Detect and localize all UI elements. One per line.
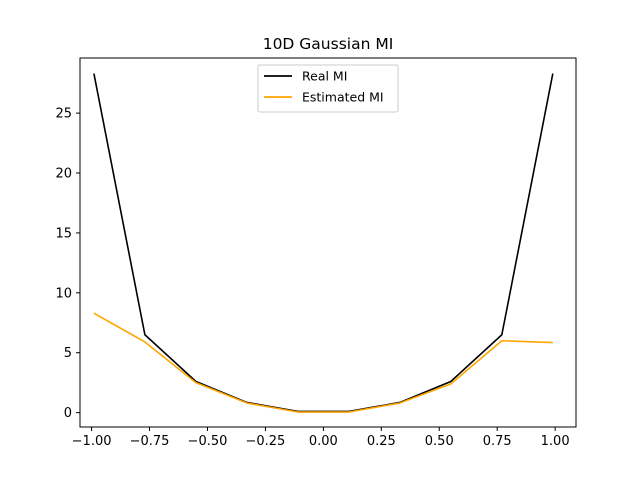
x-tick-label: −1.00	[72, 434, 112, 449]
y-tick-label: 25	[55, 107, 72, 122]
plot-lines	[93, 73, 554, 413]
legend: Real MI Estimated MI	[257, 64, 399, 113]
plot-area-frame	[79, 57, 577, 428]
legend-box	[257, 64, 399, 113]
y-tick-label: 20	[55, 167, 72, 182]
x-tick-label: 1.00	[541, 434, 570, 449]
y-tick-label: 0	[64, 406, 72, 421]
x-tick-label: 0.00	[309, 434, 338, 449]
legend-label-real-mi: Real MI	[302, 69, 347, 84]
chart-title: 10D Gaussian MI	[263, 35, 394, 53]
x-tick-label: 0.75	[483, 434, 512, 449]
y-tick-label: 15	[55, 226, 72, 241]
x-tick-label: 0.25	[367, 434, 396, 449]
x-tick-label: −0.25	[245, 434, 285, 449]
series-line-real-mi	[93, 73, 554, 413]
y-tick-label: 5	[64, 346, 72, 361]
x-tick-label: −0.75	[130, 434, 170, 449]
legend-label-estimated-mi: Estimated MI	[302, 90, 384, 105]
y-tick-label: 10	[55, 286, 72, 301]
series-line-estimated-mi	[93, 312, 553, 413]
x-tick-label: 0.50	[425, 434, 454, 449]
x-tick-label: −0.50	[188, 434, 228, 449]
y-axis: 0 5 10 15 20 25	[55, 107, 80, 421]
x-axis: −1.00 −0.75 −0.50 −0.25 0.00 0.25 0.50 0.75 1.00	[72, 427, 570, 449]
